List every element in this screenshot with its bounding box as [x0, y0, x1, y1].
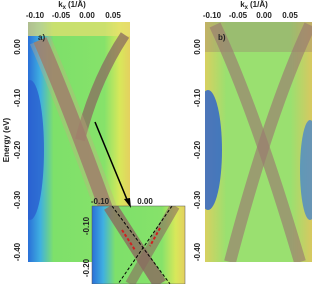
x-label-symbol: k: [240, 0, 245, 9]
arrow: [94, 121, 129, 203]
x-label-subscript: x: [63, 5, 67, 11]
y-tick-label: -0.10: [13, 88, 22, 107]
y-tick-label: -0.30: [193, 190, 202, 209]
panel-label: a): [38, 33, 45, 42]
y-tick-label: -0.20: [193, 140, 202, 159]
panel-b-image: [205, 22, 312, 262]
x-tick-label: -0.05: [52, 11, 71, 20]
x-axis-label: kx (1/Å): [240, 0, 268, 10]
inset-x-tick-label: -0.10: [91, 197, 110, 206]
arrow-head: [124, 198, 131, 208]
x-tick-label: -0.10: [26, 11, 45, 20]
y-tick-label: 0.00: [193, 39, 202, 55]
inset-y-tick-label: -0.10: [82, 216, 91, 235]
y-tick-label: -0.10: [193, 88, 202, 107]
panel-label: b): [218, 33, 226, 42]
inset-image: [92, 206, 185, 284]
x-tick-label: 0.00: [79, 11, 95, 20]
x-axis-label: kx (1/Å): [58, 0, 86, 10]
x-tick-label: -0.10: [203, 11, 222, 20]
y-tick-label: -0.40: [13, 242, 22, 261]
y-axis-label: Energy (eV): [2, 117, 11, 162]
x-label-unit: (1/Å): [68, 0, 86, 9]
panel-a-image: [28, 22, 130, 262]
x-label-subscript: x: [245, 5, 249, 11]
x-label-unit: (1/Å): [250, 0, 268, 9]
y-tick-label: -0.30: [13, 190, 22, 209]
y-tick-label: -0.20: [13, 140, 22, 159]
x-tick-label: 0.00: [256, 11, 272, 20]
x-tick-label: 0.05: [282, 11, 298, 20]
inset-x-tick-label: 0.00: [137, 197, 153, 206]
inset-frame: [91, 205, 186, 284]
y-tick-label: -0.40: [193, 242, 202, 261]
x-tick-label: -0.05: [229, 11, 248, 20]
x-tick-label: 0.05: [105, 11, 121, 20]
inset-y-tick-label: -0.20: [82, 258, 91, 277]
y-tick-label: 0.00: [13, 39, 22, 55]
x-label-symbol: k: [58, 0, 63, 9]
